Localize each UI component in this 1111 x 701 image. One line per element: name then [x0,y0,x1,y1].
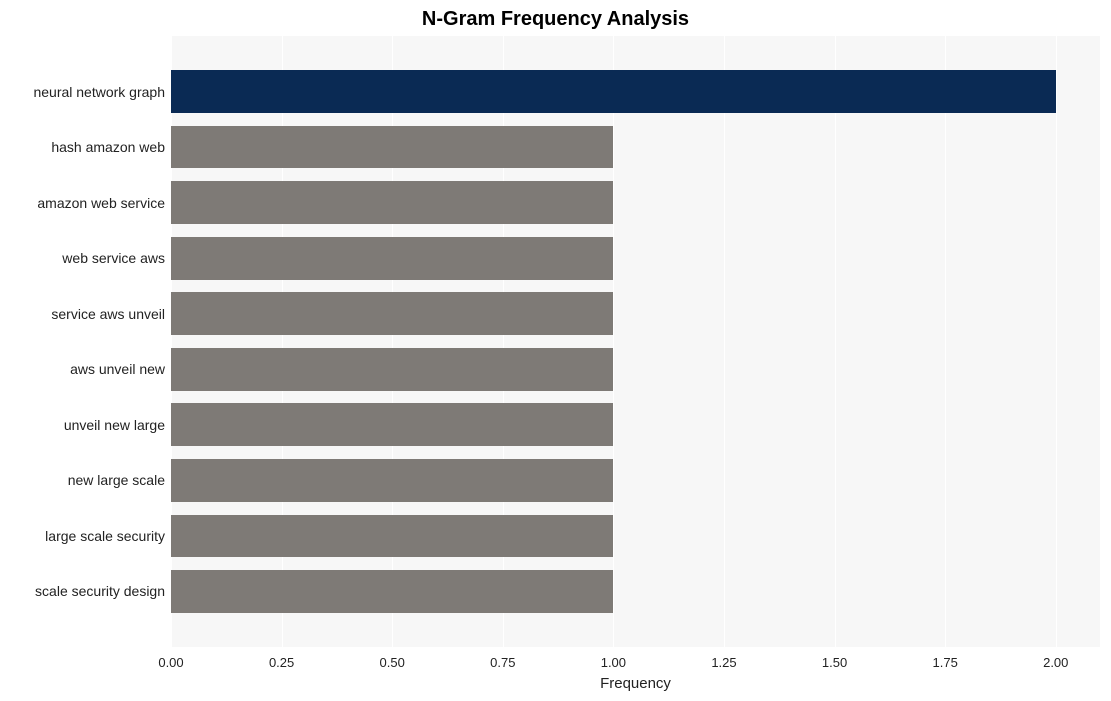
x-tick-label: 1.25 [711,655,736,670]
y-tick-label: aws unveil new [70,361,165,377]
x-tick-label: 0.50 [380,655,405,670]
y-tick-label: unveil new large [64,417,165,433]
y-tick-label: neural network graph [33,84,165,100]
y-tick-label: new large scale [68,472,165,488]
grid-line-vertical [1056,36,1057,647]
x-tick-label: 2.00 [1043,655,1068,670]
bar [171,181,613,224]
bar [171,237,613,280]
y-tick-label: web service aws [62,250,165,266]
y-tick-label: hash amazon web [51,139,165,155]
x-tick-label: 0.00 [158,655,183,670]
x-tick-label: 1.00 [601,655,626,670]
bar [171,403,613,446]
grid-line-vertical [613,36,614,647]
bar [171,348,613,391]
x-tick-label: 0.25 [269,655,294,670]
bar [171,70,1056,113]
y-tick-label: large scale security [45,528,165,544]
bar [171,570,613,613]
x-tick-label: 1.75 [933,655,958,670]
bar [171,292,613,335]
y-tick-label: amazon web service [37,195,165,211]
y-tick-label: scale security design [35,583,165,599]
x-axis-label: Frequency [586,675,686,692]
plot-area [171,36,1100,647]
ngram-frequency-chart: N-Gram Frequency Analysis Frequency 0.00… [0,0,1111,701]
x-tick-label: 1.50 [822,655,847,670]
grid-line-vertical [724,36,725,647]
bar [171,459,613,502]
grid-line-vertical [835,36,836,647]
bar [171,515,613,558]
x-tick-label: 0.75 [490,655,515,670]
bar [171,126,613,169]
y-tick-label: service aws unveil [51,306,165,322]
grid-line-vertical [945,36,946,647]
chart-title: N-Gram Frequency Analysis [0,8,1111,31]
